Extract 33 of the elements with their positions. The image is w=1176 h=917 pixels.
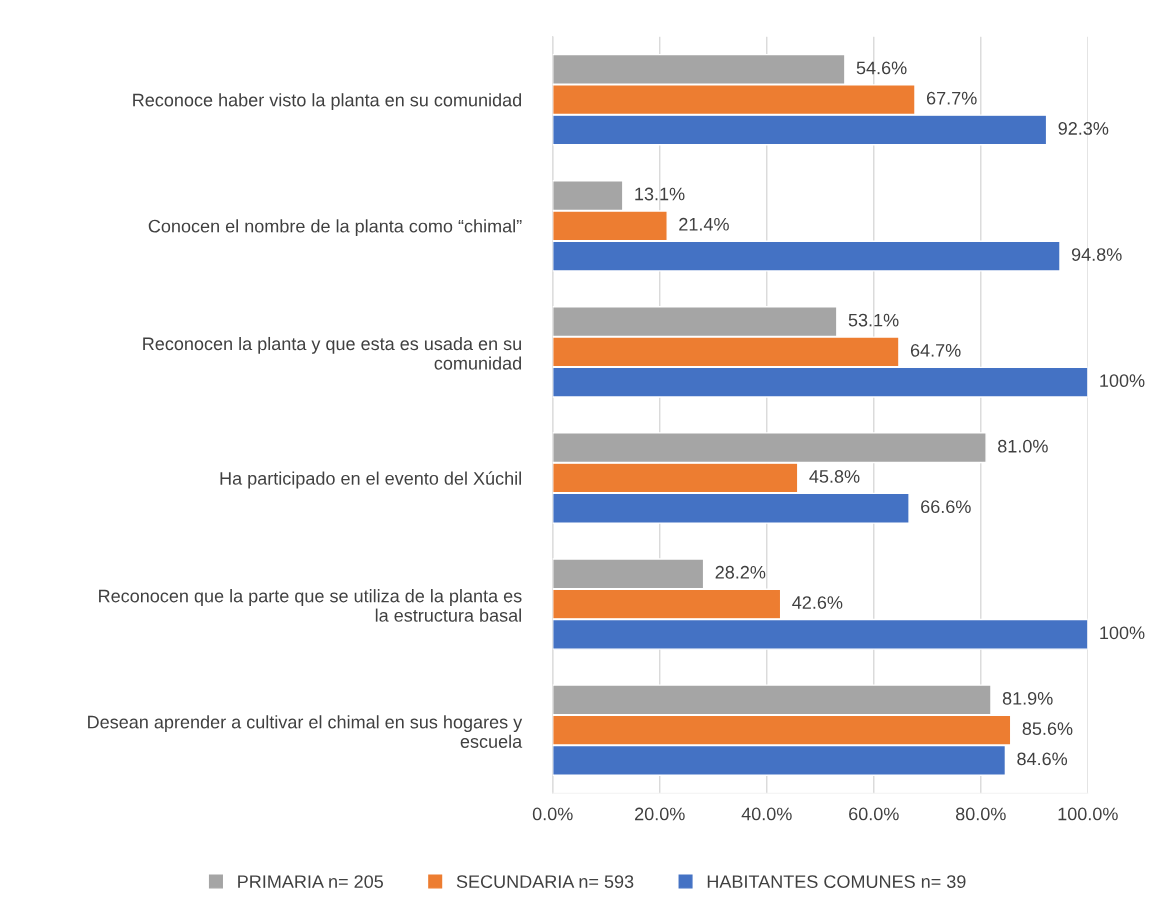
x-tick-label: 20.0% [635,807,685,821]
y-tick-label: Desean aprender a cultivar el chimal en sus hogares y escuela [88,715,523,748]
data-label: 54.6% [856,61,907,75]
x-tick-label: 60.0% [849,807,899,821]
data-label: 21.4% [679,217,729,231]
legend-label: HABITANTES COMUNES n= 39 [707,875,966,889]
data-label: 13.1% [635,187,685,201]
data-label: 66.6% [921,500,971,514]
data-label: 53.1% [848,313,899,327]
y-tick-label: Reconoce haber visto la planta en su comunidad [133,93,522,111]
data-label: 92.3% [1058,122,1109,135]
x-tick-label: 100.0% [1058,807,1118,821]
data-label: 28.2% [715,565,766,579]
y-tick-label: Reconocen la planta y que esta es usada en su comunidad [143,336,522,370]
x-tick-label: 80.0% [955,807,1006,821]
data-label: 67.7% [927,91,977,105]
data-label: 94.8% [1071,248,1122,261]
legend-label: SECUNDARIA n= 593 [456,875,634,889]
data-label: 100% [1100,626,1145,640]
data-label: 81.0% [998,439,1048,453]
data-label: 85.6% [1022,722,1073,736]
data-label: 45.8% [809,470,860,483]
legend-label: PRIMARIA n= 205 [238,875,383,889]
y-tick-label: Conocen el nombre de la planta como “chimal” [148,219,522,237]
x-tick-label: 0.0% [532,807,573,821]
data-label: 100% [1100,374,1145,388]
x-tick-label: 40.0% [741,807,792,821]
data-label: 64.7% [910,343,961,357]
y-tick-label: Reconocen que la parte que se utiliza de la planta es la estructura basal [99,589,522,622]
y-tick-label: Ha participado en el evento del Xúchil [220,471,521,489]
data-label: 42.6% [792,596,843,609]
data-label: 81.9% [1002,691,1053,705]
data-label: 84.6% [1017,752,1068,766]
